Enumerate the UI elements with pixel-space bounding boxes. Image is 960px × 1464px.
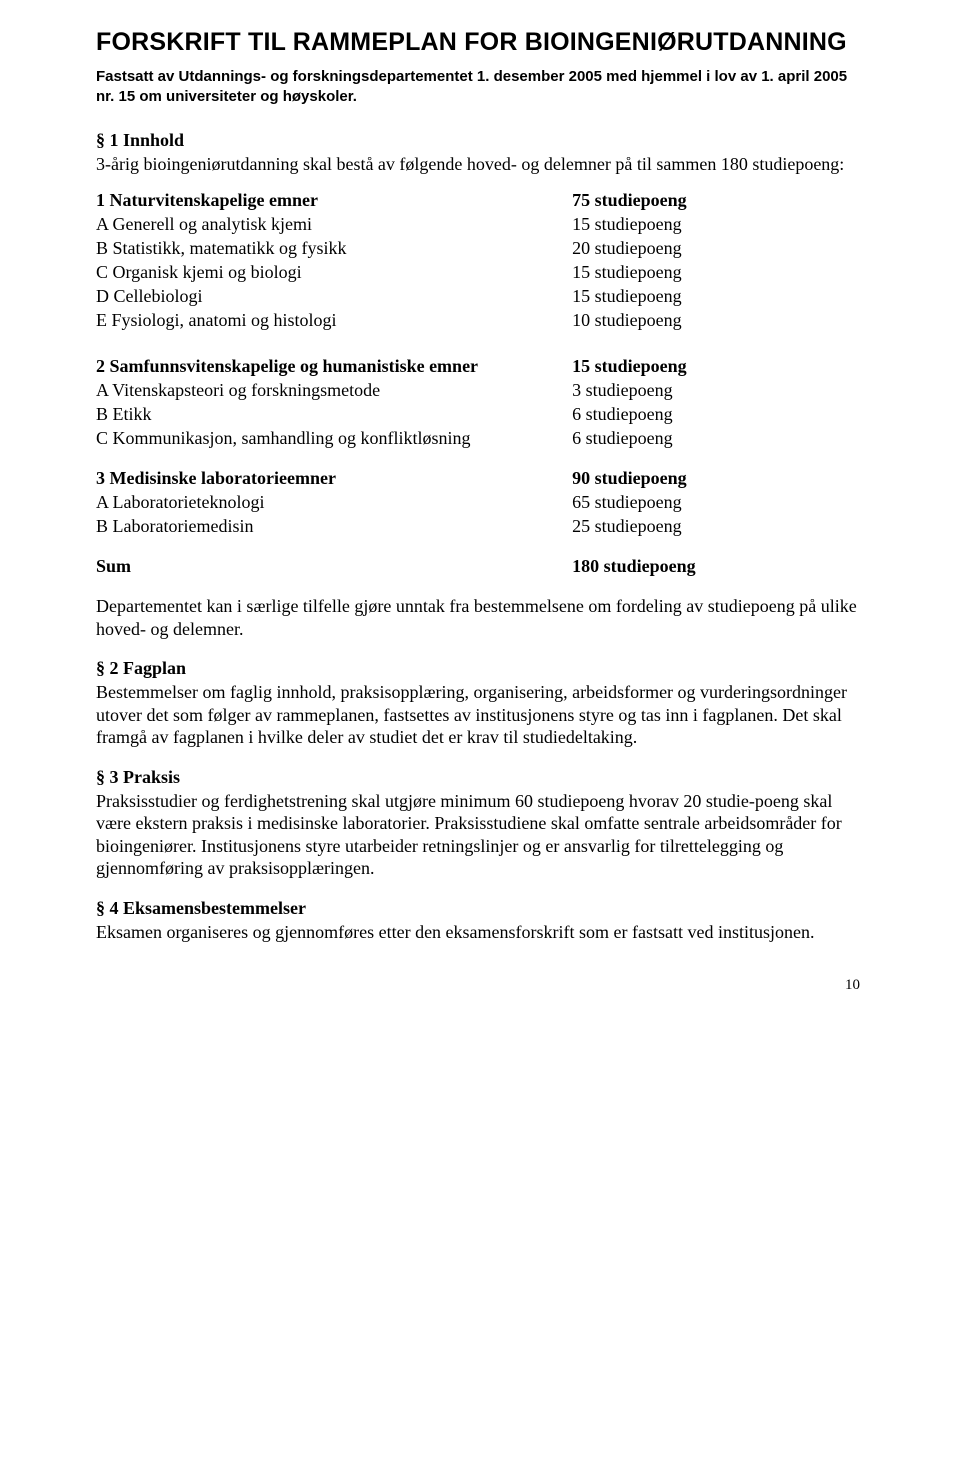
row-label: 3 Medisinske laboratorieemner [96,467,572,491]
row-label: A Laboratorieteknologi [96,491,572,515]
table-row: C Organisk kjemi og biologi15 studiepoen… [96,261,864,285]
row-label: B Etikk [96,403,572,427]
section-3-body: Praksisstudier og ferdighetstrening skal… [96,790,864,880]
section-1-outro: Departementet kan i særlige tilfelle gjø… [96,595,864,640]
row-label: C Kommunikasjon, samhandling og konflikt… [96,427,572,451]
document-page: FORSKRIFT TIL RAMMEPLAN FOR BIOINGENIØRU… [0,0,960,1034]
row-value: 25 studiepoeng [572,515,864,539]
sum-value: 180 studiepoeng [572,555,864,579]
sum-label: Sum [96,555,572,579]
row-label: A Vitenskapsteori og forskningsmetode [96,379,572,403]
row-label: 2 Samfunnsvitenskapelige og humanistiske… [96,355,572,379]
section-4-body: Eksamen organiseres og gjennomføres ette… [96,921,864,944]
section-3-head: § 3 Praksis [96,767,864,788]
table-row: 1 Naturvitenskapelige emner75 studiepoen… [96,189,864,213]
section-1-intro: 3-årig bioingeniørutdanning skal bestå a… [96,153,864,176]
section-1-head: § 1 Innhold [96,130,864,151]
row-value: 90 studiepoeng [572,467,864,491]
row-label: B Statistikk, matematikk og fysikk [96,237,572,261]
table-row: 3 Medisinske laboratorieemner90 studiepo… [96,467,864,491]
table-row: C Kommunikasjon, samhandling og konflikt… [96,427,864,451]
group-1-table: 1 Naturvitenskapelige emner75 studiepoen… [96,189,864,333]
table-row: E Fysiologi, anatomi og histologi10 stud… [96,309,864,333]
row-value: 6 studiepoeng [572,427,864,451]
row-value: 15 studiepoeng [572,261,864,285]
table-row: B Statistikk, matematikk og fysikk20 stu… [96,237,864,261]
row-label: C Organisk kjemi og biologi [96,261,572,285]
row-value: 15 studiepoeng [572,285,864,309]
table-row: A Laboratorieteknologi65 studiepoeng [96,491,864,515]
table-row: B Etikk6 studiepoeng [96,403,864,427]
table-row: B Laboratoriemedisin25 studiepoeng [96,515,864,539]
row-value: 75 studiepoeng [572,189,864,213]
group-3-table: 3 Medisinske laboratorieemner90 studiepo… [96,467,864,539]
row-label: A Generell og analytisk kjemi [96,213,572,237]
page-title: FORSKRIFT TIL RAMMEPLAN FOR BIOINGENIØRU… [96,28,864,57]
section-4-head: § 4 Eksamensbestemmelser [96,898,864,919]
row-value: 65 studiepoeng [572,491,864,515]
row-label: E Fysiologi, anatomi og histologi [96,309,572,333]
section-2-body: Bestemmelser om faglig innhold, praksiso… [96,681,864,749]
row-label: 1 Naturvitenskapelige emner [96,189,572,213]
row-label: D Cellebiologi [96,285,572,309]
row-value: 15 studiepoeng [572,355,864,379]
row-value: 6 studiepoeng [572,403,864,427]
row-label: B Laboratoriemedisin [96,515,572,539]
table-row: 2 Samfunnsvitenskapelige og humanistiske… [96,355,864,379]
row-value: 15 studiepoeng [572,213,864,237]
row-value: 3 studiepoeng [572,379,864,403]
sum-table: Sum180 studiepoeng [96,555,864,579]
section-2-head: § 2 Fagplan [96,658,864,679]
row-value: 10 studiepoeng [572,309,864,333]
table-row: D Cellebiologi15 studiepoeng [96,285,864,309]
subtitle: Fastsatt av Utdannings- og forskningsdep… [96,67,864,108]
row-value: 20 studiepoeng [572,237,864,261]
table-row: Sum180 studiepoeng [96,555,864,579]
table-row: A Generell og analytisk kjemi15 studiepo… [96,213,864,237]
table-row: A Vitenskapsteori og forskningsmetode3 s… [96,379,864,403]
group-2-table: 2 Samfunnsvitenskapelige og humanistiske… [96,355,864,451]
page-number: 10 [96,977,864,994]
